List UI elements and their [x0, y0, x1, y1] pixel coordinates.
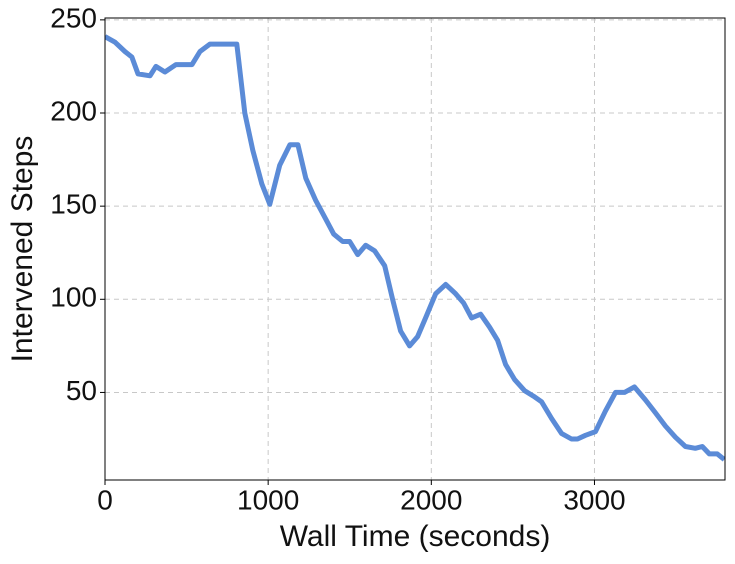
- y-tick-label: 150: [50, 189, 97, 220]
- x-tick-label: 1000: [237, 484, 299, 515]
- plot-frame: [104, 17, 726, 481]
- y-tick-label: 200: [50, 95, 97, 126]
- y-axis-label: Intervened Steps: [6, 136, 39, 363]
- y-tick-label: 250: [50, 2, 97, 33]
- y-tick-label: 50: [66, 375, 97, 406]
- x-axis-label: Wall Time (seconds): [280, 520, 551, 553]
- x-tick-label: 3000: [563, 484, 625, 515]
- x-tick-label: 0: [97, 484, 113, 515]
- data-line: [105, 34, 725, 462]
- y-tick-label: 100: [50, 282, 97, 313]
- x-tick-label: 2000: [400, 484, 462, 515]
